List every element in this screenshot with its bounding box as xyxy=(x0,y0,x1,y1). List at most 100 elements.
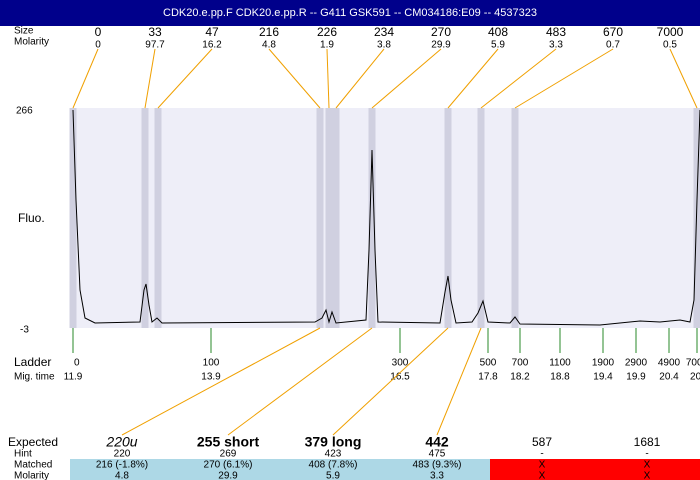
peak-connector xyxy=(335,48,385,109)
peak-molarity: 0.5 xyxy=(663,40,677,51)
peak-band xyxy=(154,108,162,328)
ladder-time: 18.2 xyxy=(510,372,530,383)
peak-size: 483 xyxy=(546,25,566,39)
peak-size: 670 xyxy=(603,25,623,39)
peak-connector xyxy=(669,48,698,109)
peak-size: 0 xyxy=(95,25,102,39)
hint: - xyxy=(540,449,543,460)
peak-size: 226 xyxy=(317,25,337,39)
matched-molarity: X xyxy=(644,471,651,480)
unmatched-bg xyxy=(490,459,700,480)
peak-band xyxy=(316,108,324,328)
peak-connector xyxy=(371,48,442,109)
matched-molarity: X xyxy=(539,471,546,480)
peak-connector xyxy=(268,48,321,109)
ladder-time: 16.5 xyxy=(390,372,410,383)
row-label: Molarity xyxy=(14,471,49,480)
peak-connector xyxy=(72,48,99,109)
ladder-size: 4900 xyxy=(658,358,681,369)
peak-connector xyxy=(514,48,614,109)
row-label: Expected xyxy=(8,435,58,449)
hint: 423 xyxy=(325,449,342,460)
peak-molarity: 0 xyxy=(95,40,101,51)
peak-band xyxy=(511,108,519,328)
ladder-size: 300 xyxy=(392,358,409,369)
ladder-size: 0 xyxy=(74,358,80,369)
matched: 408 (7.8%) xyxy=(309,460,358,471)
size-label: Size xyxy=(14,26,34,37)
trace xyxy=(72,109,700,326)
peak-band xyxy=(69,108,77,328)
y-axis-label: Fluo. xyxy=(18,211,45,225)
peak-size: 234 xyxy=(374,25,394,39)
matched-bg xyxy=(70,459,490,480)
ladder-size: 7000 xyxy=(686,358,700,369)
ladder-time: 20.4 xyxy=(659,372,679,383)
peak-size: 216 xyxy=(259,25,279,39)
ladder-time: 11.9 xyxy=(64,372,83,383)
expected-connector xyxy=(227,327,373,436)
peak-band xyxy=(325,108,333,328)
peak-band xyxy=(368,108,376,328)
y-max: 266 xyxy=(16,106,33,117)
peak-connector xyxy=(447,48,499,109)
expected: 587 xyxy=(532,435,552,449)
expected: 379 long xyxy=(305,434,362,450)
peak-size: 270 xyxy=(431,25,451,39)
matched-molarity: 5.9 xyxy=(326,471,340,480)
peak-band xyxy=(444,108,452,328)
expected: 255 short xyxy=(197,434,260,450)
mig-time-label: Mig. time xyxy=(14,372,55,383)
ladder-size: 2900 xyxy=(625,358,648,369)
matched: 270 (6.1%) xyxy=(204,460,253,471)
matched: 483 (9.3%) xyxy=(413,460,462,471)
matched: X xyxy=(644,460,651,471)
peak-connector xyxy=(480,48,557,109)
matched-molarity: 29.9 xyxy=(218,471,238,480)
peak-size: 7000 xyxy=(657,25,684,39)
peak-molarity: 0.7 xyxy=(606,40,620,51)
peak-molarity: 16.2 xyxy=(202,40,222,51)
ladder-time: 13.9 xyxy=(201,372,221,383)
peak-size: 33 xyxy=(148,25,162,39)
hint: 220 xyxy=(114,449,131,460)
peak-molarity: 3.3 xyxy=(549,40,563,51)
peak-connector xyxy=(157,48,213,109)
peak-size: 408 xyxy=(488,25,508,39)
peak-molarity: 5.9 xyxy=(491,40,505,51)
y-min: -3 xyxy=(20,325,29,336)
peak-molarity: 3.8 xyxy=(377,40,391,51)
expected-connector xyxy=(332,327,449,436)
matched: 216 (-1.8%) xyxy=(96,460,148,471)
ladder-time: 17.8 xyxy=(478,372,498,383)
matched-molarity: 3.3 xyxy=(430,471,444,480)
peak-band xyxy=(477,108,485,328)
expected: 442 xyxy=(425,434,449,450)
expected: 220u xyxy=(105,434,137,450)
plot-area xyxy=(70,108,700,328)
ladder-label: Ladder xyxy=(14,355,51,369)
hint: 269 xyxy=(220,449,237,460)
ladder-time: 19.4 xyxy=(593,372,613,383)
peak-molarity: 97.7 xyxy=(145,40,165,51)
matched: X xyxy=(539,460,546,471)
peak-size: 47 xyxy=(205,25,219,39)
ladder-size: 700 xyxy=(512,358,529,369)
expected-connector xyxy=(121,327,321,436)
ladder-size: 1100 xyxy=(549,358,571,369)
ladder-size: 500 xyxy=(480,358,497,369)
header-bar xyxy=(0,0,700,26)
peak-band xyxy=(332,108,340,328)
ladder-time: 19.9 xyxy=(626,372,646,383)
peak-connector xyxy=(144,48,156,109)
peak-molarity: 1.9 xyxy=(320,40,334,51)
matched-molarity: 4.8 xyxy=(115,471,129,480)
header-title: CDK20.e.pp.F CDK20.e.pp.R -- G411 GSK591… xyxy=(163,7,537,19)
ladder-time: 20. xyxy=(690,372,700,383)
hint: - xyxy=(645,449,648,460)
ladder-time: 18.8 xyxy=(550,372,570,383)
peak-molarity: 4.8 xyxy=(262,40,276,51)
ladder-size: 100 xyxy=(203,358,220,369)
